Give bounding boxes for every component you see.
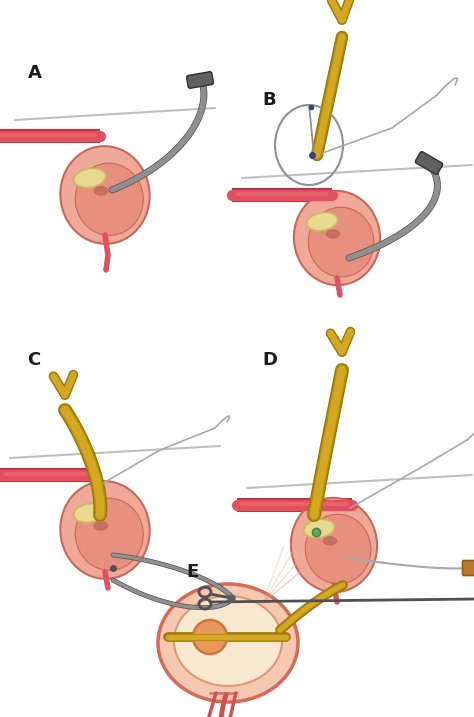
FancyBboxPatch shape xyxy=(463,561,474,576)
Ellipse shape xyxy=(307,212,337,231)
Ellipse shape xyxy=(75,498,143,570)
Ellipse shape xyxy=(294,191,380,285)
Text: B: B xyxy=(262,91,275,109)
Ellipse shape xyxy=(326,230,339,238)
Ellipse shape xyxy=(174,596,282,686)
Ellipse shape xyxy=(74,503,106,523)
Text: C: C xyxy=(27,351,40,369)
Ellipse shape xyxy=(94,186,108,195)
FancyBboxPatch shape xyxy=(415,151,443,174)
Ellipse shape xyxy=(60,481,150,579)
Circle shape xyxy=(193,620,227,654)
Ellipse shape xyxy=(74,168,106,188)
Text: E: E xyxy=(186,563,198,581)
Ellipse shape xyxy=(94,521,108,530)
FancyBboxPatch shape xyxy=(187,72,213,88)
Ellipse shape xyxy=(308,207,374,277)
Ellipse shape xyxy=(60,146,150,244)
Ellipse shape xyxy=(304,519,335,538)
Ellipse shape xyxy=(305,514,371,584)
Ellipse shape xyxy=(75,163,143,235)
Ellipse shape xyxy=(158,584,298,702)
Ellipse shape xyxy=(323,537,337,545)
Text: D: D xyxy=(262,351,277,369)
Ellipse shape xyxy=(291,498,377,592)
Text: A: A xyxy=(28,64,42,82)
